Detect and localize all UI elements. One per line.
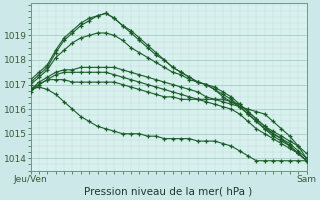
X-axis label: Pression niveau de la mer( hPa ): Pression niveau de la mer( hPa ) xyxy=(84,187,253,197)
